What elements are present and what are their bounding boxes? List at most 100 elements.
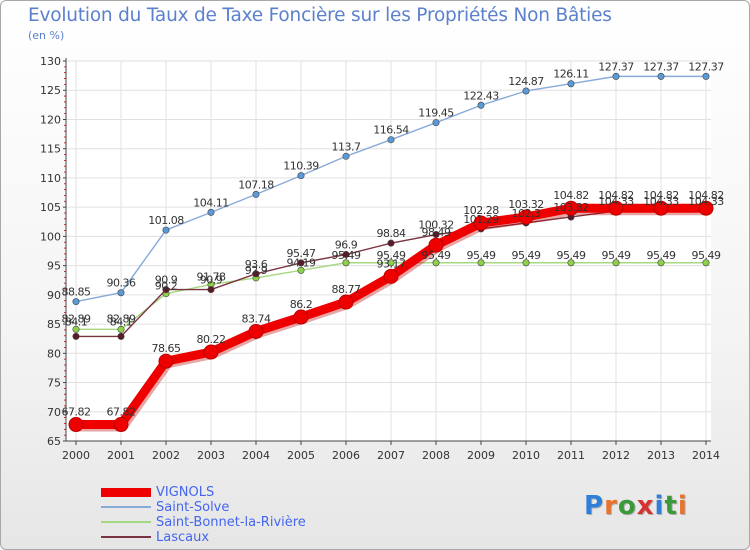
y-tick-label: 90 [47,289,61,302]
data-point [72,298,80,306]
x-tick-label: 2013 [647,449,675,462]
data-point [207,286,215,294]
data-label: 95.49 [377,249,406,262]
y-tick-label: 105 [40,201,61,214]
data-point [432,119,440,127]
legend-label: Saint-Bonnet-la-Rivière [156,515,306,530]
data-label: 107.18 [238,178,274,191]
data-point [563,200,579,216]
data-point [522,259,530,267]
data-label: 127.37 [643,60,679,73]
logo-letter: x [636,491,655,521]
proxiti-logo: Proxiti [584,491,688,521]
data-label: 104.33 [688,195,724,208]
data-label: 116.54 [373,124,409,137]
data-point [297,266,305,274]
data-label: 113.7 [332,140,361,153]
x-tick-label: 2001 [107,449,135,462]
data-point [657,259,665,267]
data-point [162,286,170,294]
data-point [68,417,84,433]
data-point [248,323,264,339]
data-label: 101.08 [148,214,184,227]
x-tick-label: 2002 [152,449,180,462]
data-point [383,268,399,284]
data-label: 98.84 [377,227,406,240]
logo-letter: i [677,491,688,521]
data-label: 80.22 [197,333,226,346]
x-tick-label: 2008 [422,449,450,462]
data-label: 103.32 [508,198,544,211]
data-label: 95.49 [692,249,721,262]
x-tick-label: 2000 [62,449,90,462]
data-label: 119.45 [418,107,454,120]
data-label: 67.82 [62,406,91,419]
data-label: 86.2 [290,298,313,311]
logo-letter: o [617,491,637,521]
y-tick-label: 75 [47,377,61,390]
data-label: 88.85 [62,286,91,299]
data-label: 95.47 [287,247,316,260]
data-label: 98.49 [422,226,451,239]
data-point [387,136,395,144]
logo-letter: P [584,491,605,521]
data-point [657,72,665,80]
x-tick-label: 2010 [512,449,540,462]
data-label: 84.1 [65,315,88,328]
series-vignols [68,200,714,433]
data-point [117,325,125,333]
data-label: 104.33 [598,195,634,208]
x-tick-label: 2004 [242,449,270,462]
logo-letter: i [654,491,665,521]
data-point [342,259,350,267]
y-tick-label: 115 [40,143,61,156]
data-label: 90.9 [155,274,178,287]
data-label: 82.89 [62,312,91,325]
data-label: 90.9 [200,274,223,287]
legend-label: Saint-Solve [156,500,230,515]
data-point [207,208,215,216]
data-label: 127.37 [688,60,724,73]
legend-swatch [101,488,151,497]
data-point [428,237,444,253]
y-tick-label: 100 [40,230,61,243]
data-label: 93.6 [245,258,268,271]
data-point [72,332,80,340]
y-tick-label: 85 [47,318,61,331]
data-point [252,190,260,198]
data-label: 78.65 [152,342,181,355]
logo-letter: r [604,491,618,521]
data-point [342,251,350,259]
y-tick-label: 125 [40,84,61,97]
y-tick-label: 70 [47,406,61,419]
data-label: 126.11 [553,68,589,81]
data-point [477,259,485,267]
data-label: 103.32 [553,201,589,214]
data-point [567,80,575,88]
data-point [203,344,219,360]
data-label: 95.49 [422,249,451,262]
data-label: 95.49 [557,249,586,262]
data-point [567,259,575,267]
x-tick-label: 2014 [692,449,720,462]
data-point [653,200,669,216]
data-label: 90.2 [155,280,178,293]
data-label: 83.74 [242,312,271,325]
data-label: 95.49 [467,249,496,262]
data-label: 104.82 [553,189,589,202]
data-point [117,289,125,297]
data-label: 124.87 [508,75,544,88]
x-tick-label: 2011 [557,449,585,462]
data-label: 104.82 [688,189,724,202]
data-point [612,259,620,267]
y-tick-label: 110 [40,172,61,185]
data-label: 94.19 [287,256,316,269]
x-tick-label: 2003 [197,449,225,462]
data-label: 88.77 [332,283,361,296]
data-label: 93.17 [377,257,406,270]
y-tick-label: 65 [47,435,61,448]
data-point [158,353,174,369]
data-point [387,259,395,267]
data-label: 92.9 [245,264,268,277]
